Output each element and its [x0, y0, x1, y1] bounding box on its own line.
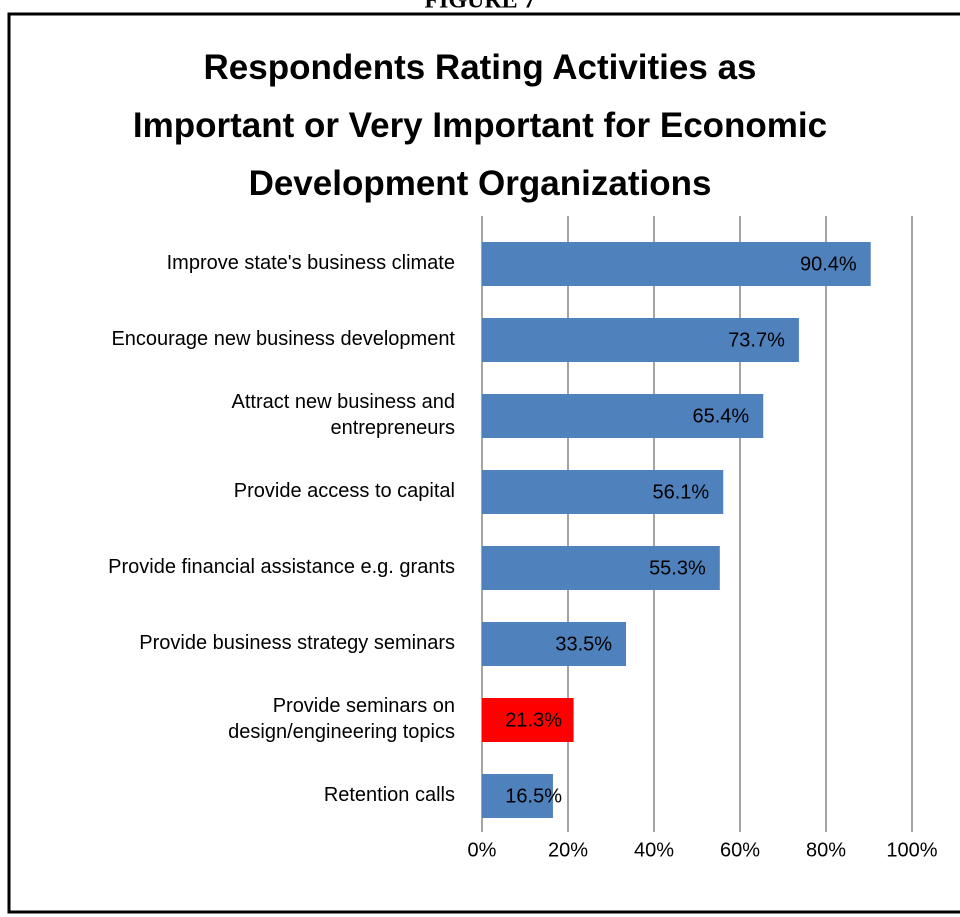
x-tick-label: 40%	[634, 839, 674, 861]
bar	[482, 394, 764, 438]
bar	[482, 470, 724, 514]
value-label: 65.4%	[693, 405, 750, 427]
y-tick-label: Encourage new business development	[111, 328, 455, 350]
value-label: 33.5%	[555, 633, 612, 655]
bar	[482, 546, 720, 590]
y-tick-label: Retention calls	[324, 784, 455, 806]
bar	[482, 774, 553, 818]
frame	[7, 12, 960, 914]
bar	[482, 318, 799, 362]
value-label: 56.1%	[653, 481, 710, 503]
value-label: 55.3%	[649, 557, 706, 579]
value-label: 16.5%	[505, 785, 562, 807]
bar	[482, 242, 871, 286]
figure-label: FIGURE 7	[424, 0, 535, 14]
value-label: 21.3%	[505, 709, 562, 731]
chart-title: Respondents Rating Activities as Importan…	[133, 48, 827, 203]
bar	[482, 698, 574, 742]
y-tick-label: Provide business strategy seminars	[139, 632, 455, 654]
x-tick-label: 20%	[548, 839, 588, 861]
y-tick-label: Provide access to capital	[234, 480, 455, 502]
y-tick-label: Provide seminars on design/engineering to…	[228, 695, 455, 743]
x-tick-label: 80%	[806, 839, 846, 861]
x-tick-label: 60%	[720, 839, 760, 861]
value-label: 73.7%	[728, 329, 785, 351]
value-label: 90.4%	[800, 253, 857, 275]
bar	[482, 622, 627, 666]
x-tick-label: 0%	[468, 839, 497, 861]
y-tick-label: Improve state's business climate	[167, 252, 455, 274]
x-tick-label: 100%	[886, 839, 937, 861]
y-tick-label: Attract new business and entrepreneurs	[232, 391, 455, 439]
y-tick-label: Provide financial assistance e.g. grants	[108, 556, 455, 578]
